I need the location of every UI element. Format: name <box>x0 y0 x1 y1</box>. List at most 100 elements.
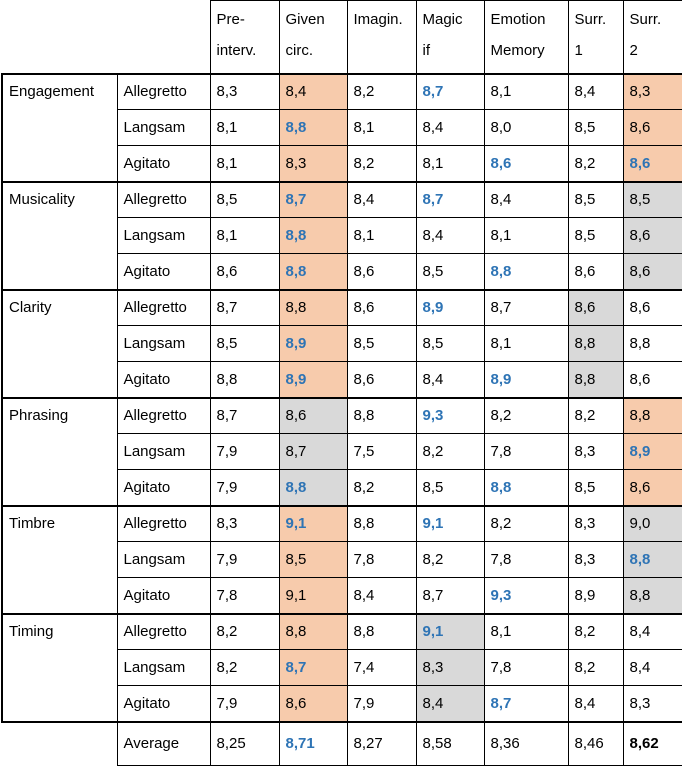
value-cell: 8,4 <box>415 109 485 146</box>
table-row: Timing Allegretto 8,2 8,8 8,8 9,1 8,1 8,2 8,4 <box>1 612 682 723</box>
column-header: Surr. 1 <box>567 0 624 74</box>
value-cell: 7,8 <box>483 433 569 470</box>
value-cell: 8,3 <box>278 145 348 182</box>
category-cell: Phrasing <box>1 396 118 506</box>
value-cell: 8,5 <box>209 325 280 362</box>
column-header-line1: Emotion <box>490 11 546 28</box>
table-row: Langsam 8,1 8,8 8,1 8,4 8,0 8,5 8,6 <box>2 109 682 146</box>
column-header-line2: 1 <box>574 42 583 59</box>
value-cell: 8,6 <box>567 253 624 290</box>
average-value-cell: 8,71 <box>278 720 348 766</box>
value-cell: 8,4 <box>346 180 417 218</box>
value-cell: 8,2 <box>346 469 417 506</box>
value-cell: 8,2 <box>209 649 280 686</box>
category-cell: Timbre <box>1 504 118 614</box>
value-cell: 8,4 <box>415 361 485 398</box>
value-cell: 8,5 <box>278 541 348 578</box>
value-cell: 8,3 <box>209 72 280 110</box>
value-cell: 8,6 <box>622 469 682 506</box>
value-cell: 7,8 <box>483 649 569 686</box>
category-cell: Musicality <box>1 180 118 290</box>
value-cell: 8,8 <box>278 217 348 254</box>
value-cell: 8,3 <box>622 72 682 110</box>
value-cell: 9,1 <box>415 504 485 542</box>
table-row: Timbre Allegretto 8,3 9,1 8,8 9,1 8,2 8,3 9,0 <box>1 504 682 614</box>
value-cell: 9,3 <box>483 577 569 614</box>
tempo-cell: Allegretto <box>116 288 211 326</box>
value-cell: 7,8 <box>483 541 569 578</box>
value-cell: 8,6 <box>567 288 624 326</box>
value-cell: 8,8 <box>209 361 280 398</box>
value-cell: 8,5 <box>622 180 682 218</box>
value-cell: 8,7 <box>483 685 569 722</box>
header-spacer-category <box>2 0 117 74</box>
value-cell: 7,5 <box>346 433 417 470</box>
value-cell: 8,6 <box>346 361 417 398</box>
value-cell: 8,3 <box>415 649 485 686</box>
value-cell: 8,8 <box>622 396 682 434</box>
value-cell: 8,8 <box>346 612 417 650</box>
value-cell: 8,4 <box>567 685 624 722</box>
table-row: Agitato 8,1 8,3 8,2 8,1 8,6 8,2 8,6 <box>2 145 682 182</box>
tempo-cell: Agitato <box>116 685 211 722</box>
value-cell: 8,6 <box>278 396 348 434</box>
column-header-line2: Memory <box>490 42 545 59</box>
value-cell: 8,1 <box>209 217 280 254</box>
value-cell: 8,2 <box>483 396 569 434</box>
value-cell: 8,6 <box>209 253 280 290</box>
value-cell: 8,8 <box>278 469 348 506</box>
value-cell: 8,7 <box>483 288 569 326</box>
column-header-line2: circ. <box>285 42 314 59</box>
average-row: Average 8,25 8,71 8,27 8,58 8,36 8,46 8,62 <box>2 720 682 766</box>
value-cell: 8,1 <box>483 325 569 362</box>
value-cell: 8,8 <box>278 253 348 290</box>
tempo-cell: Langsam <box>116 433 211 470</box>
column-header-line1: Surr. <box>574 11 607 28</box>
header-row: Pre-interv. Given circ. Imagin. Magic if Emoti… <box>2 0 682 74</box>
category-cell: Engagement <box>1 72 118 182</box>
value-cell: 8,8 <box>483 469 569 506</box>
column-header-line2: 2 <box>629 42 638 59</box>
table-row: Agitato 8,8 8,9 8,6 8,4 8,9 8,8 8,6 <box>2 361 682 398</box>
average-value-cell: 8,36 <box>483 720 569 766</box>
value-cell: 8,9 <box>622 433 682 470</box>
value-cell: 8,1 <box>483 72 569 110</box>
value-cell: 8,9 <box>567 577 624 614</box>
value-cell: 8,4 <box>415 217 485 254</box>
value-cell: 8,6 <box>622 217 682 254</box>
column-header: Given circ. <box>278 0 348 74</box>
table-row: Phrasing Allegretto 8,7 8,6 8,8 9,3 8,2 8,2 8,8 <box>1 396 682 506</box>
category-cell: Timing <box>1 612 118 723</box>
column-header-line1: Imagin. <box>353 11 403 28</box>
value-cell: 8,3 <box>209 504 280 542</box>
tempo-cell: Langsam <box>116 325 211 362</box>
value-cell: 8,2 <box>346 145 417 182</box>
tempo-cell: Langsam <box>116 649 211 686</box>
value-cell: 8,5 <box>209 180 280 218</box>
value-cell: 8,9 <box>415 288 485 326</box>
value-cell: 8,0 <box>483 109 569 146</box>
value-cell: 8,2 <box>209 612 280 650</box>
value-cell: 9,1 <box>278 504 348 542</box>
average-value-cell: 8,62 <box>622 720 682 766</box>
average-spacer-cell <box>2 721 117 766</box>
value-cell: 8,1 <box>415 145 485 182</box>
table-row: Langsam 8,1 8,8 8,1 8,4 8,1 8,5 8,6 <box>2 217 682 254</box>
value-cell: 8,1 <box>483 217 569 254</box>
tempo-cell: Agitato <box>116 577 211 614</box>
value-cell: 8,7 <box>278 180 348 218</box>
column-header: Magic if <box>415 0 485 74</box>
value-cell: 7,9 <box>209 685 280 722</box>
value-cell: 8,6 <box>622 109 682 146</box>
header-spacer-tempo <box>117 0 210 74</box>
value-cell: 8,4 <box>278 72 348 110</box>
tempo-cell: Langsam <box>116 541 211 578</box>
average-value-cell: 8,58 <box>415 720 485 766</box>
column-header-line2: interv. <box>216 42 257 59</box>
value-cell: 8,1 <box>209 145 280 182</box>
value-cell: 9,1 <box>278 577 348 614</box>
value-cell: 8,4 <box>483 180 569 218</box>
